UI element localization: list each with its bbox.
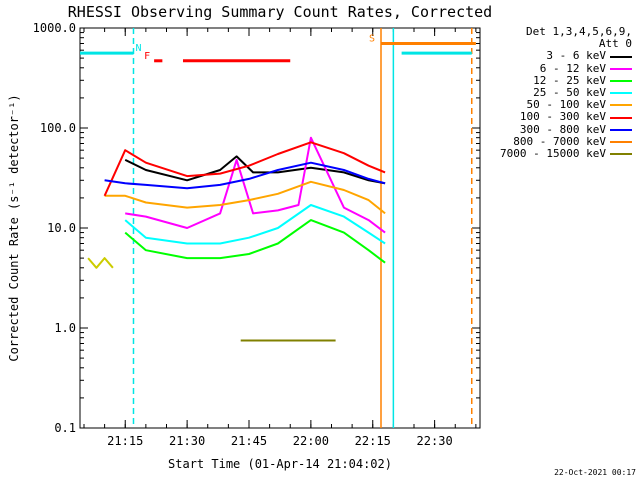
plot-frame [79, 27, 481, 429]
y-axis: 0.1 1.0 10.0 100.0 1000.0 [33, 21, 480, 435]
legend-entry-label: 3 - 6 keV [546, 49, 606, 63]
legend-entry-label: 100 - 300 keV [519, 110, 606, 124]
x-tick-label: 22:00 [293, 434, 329, 448]
legend: Det 1,3,4,5,6,9, Att 0 3 - 6 keV 6 - 12 k… [486, 25, 632, 161]
legend-header-line1: Det 1,3,4,5,6,9, [526, 25, 632, 38]
legend-swatch [610, 67, 632, 70]
legend-swatch [610, 92, 632, 95]
legend-swatch [610, 153, 632, 156]
legend-entry: 6 - 12 keV [486, 61, 632, 75]
chart-title: RHESSI Observing Summary Count Rates, Co… [68, 3, 492, 21]
x-axis-label: Start Time (01-Apr-14 21:04:02) [168, 457, 392, 471]
series-line-5 [103, 141, 386, 197]
legend-swatch [610, 140, 632, 143]
legend-entry: 300 - 800 keV [486, 122, 632, 136]
series-line-6 [104, 161, 386, 190]
legend-entry: 3 - 6 keV [486, 50, 632, 62]
series-line-3 [124, 204, 386, 245]
series-group [87, 136, 386, 342]
flag-label-F: F [144, 51, 150, 62]
legend-swatch [610, 55, 632, 58]
x-axis: 21:15 21:30 21:45 22:00 22:15 22:30 [83, 28, 477, 448]
legend-entry-label: 25 - 50 keV [533, 86, 606, 100]
x-tick-label: 21:45 [231, 434, 267, 448]
legend-swatch [610, 116, 632, 119]
series-line-2 [124, 219, 386, 264]
legend-entry: 50 - 100 keV [486, 99, 632, 111]
legend-entry: 100 - 300 keV [486, 111, 632, 123]
legend-entry-label: 12 - 25 keV [533, 73, 606, 87]
y-tick-label: 100.0 [40, 121, 76, 135]
legend-entry-label: 800 - 7000 keV [513, 134, 606, 148]
legend-entry: 25 - 50 keV [486, 86, 632, 100]
flag-bars: NF S [80, 33, 476, 63]
legend-entry: 12 - 25 keV [486, 73, 632, 87]
y-axis-label: Corrected Count Rate (s⁻¹ detector⁻¹) [7, 94, 21, 361]
x-tick-label: 22:15 [355, 434, 391, 448]
x-tick-label: 21:15 [107, 434, 143, 448]
legend-entry: 7000 - 15000 keV [486, 147, 632, 161]
legend-header-line2: Att 0 [598, 37, 632, 51]
flag-label-N: N [135, 43, 141, 54]
series-line-7 [87, 257, 114, 269]
y-tick-label: 1.0 [54, 321, 76, 335]
legend-swatch [610, 79, 632, 82]
legend-entry-label: 6 - 12 keV [539, 61, 606, 75]
footer-timestamp: 22-Oct-2021 00:17 [554, 468, 636, 477]
series-line-1 [125, 136, 386, 234]
x-tick-label: 22:30 [417, 434, 453, 448]
legend-entry-label: 7000 - 15000 keV [500, 147, 606, 161]
legend-swatch [610, 104, 632, 107]
series-line-4 [104, 180, 386, 215]
y-tick-label: 1000.0 [33, 21, 76, 35]
flag-label-S: S [369, 33, 375, 44]
legend-entry-label: 50 - 100 keV [526, 98, 606, 112]
y-tick-label: 10.0 [47, 221, 76, 235]
legend-swatch [610, 128, 632, 131]
legend-entry-label: 300 - 800 keV [519, 122, 606, 136]
x-tick-label: 21:30 [169, 434, 205, 448]
series-line-0 [124, 155, 386, 185]
y-tick-label: 0.1 [54, 421, 76, 435]
legend-entry: 800 - 7000 keV [486, 134, 632, 148]
